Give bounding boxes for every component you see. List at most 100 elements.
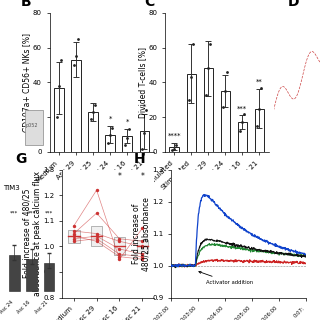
Bar [88, 112, 98, 152]
Point [140, 239, 145, 244]
Point [187, 97, 192, 102]
Text: ***: *** [237, 105, 247, 111]
Point [54, 115, 60, 120]
Bar [170, 147, 179, 152]
Point [242, 111, 247, 116]
Text: Asc 16: Asc 16 [17, 300, 32, 315]
Bar [140, 131, 149, 152]
Text: p052: p052 [26, 123, 38, 128]
Point [94, 188, 99, 193]
Point [117, 246, 122, 252]
Point [94, 234, 99, 239]
Point [206, 66, 211, 71]
Point [240, 120, 245, 125]
Point [71, 234, 76, 239]
Bar [54, 88, 64, 152]
Text: C: C [144, 0, 154, 9]
Point [71, 231, 76, 236]
Text: TIM3: TIM3 [3, 185, 20, 191]
Point [124, 136, 130, 141]
Point [92, 102, 98, 108]
Point [191, 42, 196, 47]
Bar [71, 60, 81, 152]
Text: ****: **** [167, 133, 181, 139]
Point [71, 236, 76, 241]
Text: Asc 21: Asc 21 [34, 300, 49, 315]
Bar [204, 68, 213, 152]
Point [71, 223, 76, 228]
Text: **: ** [256, 79, 263, 85]
Bar [105, 135, 115, 152]
Point [91, 109, 96, 115]
Point [140, 252, 145, 257]
Y-axis label: Fold increase of
480/25 absorbance: Fold increase of 480/25 absorbance [132, 197, 151, 270]
Bar [25, 110, 43, 145]
Point [221, 104, 226, 109]
Text: Asc 24: Asc 24 [0, 300, 14, 315]
Point [76, 36, 81, 42]
Y-axis label: CD107a+ CD56+ NKs [%]: CD107a+ CD56+ NKs [%] [23, 33, 32, 132]
Y-axis label: Fold increase of 480/25
absorbance at peak calcium flux: Fold increase of 480/25 absorbance at pe… [23, 171, 42, 296]
Y-axis label: Divided T-cells [%]: Divided T-cells [%] [138, 47, 147, 118]
Point [189, 75, 194, 80]
Point [110, 125, 115, 130]
Point [142, 130, 147, 135]
Bar [114, 237, 125, 255]
Point [127, 127, 132, 132]
Text: B: B [20, 0, 31, 9]
Bar [255, 108, 264, 152]
Point [208, 42, 213, 47]
Text: *: * [108, 116, 112, 122]
Point [94, 211, 99, 216]
Point [140, 254, 145, 259]
Bar [137, 240, 148, 253]
Point [117, 239, 122, 244]
Point [59, 57, 64, 62]
Point [255, 123, 260, 128]
Point [94, 239, 99, 244]
Text: *: * [142, 104, 146, 109]
Point [174, 142, 179, 148]
Point [257, 106, 262, 111]
Point [117, 252, 122, 257]
Point [238, 129, 243, 134]
Text: G: G [15, 152, 26, 166]
Point [140, 226, 145, 231]
Text: H: H [133, 152, 145, 166]
Point [71, 228, 76, 234]
Text: *: * [140, 172, 144, 181]
Bar [238, 123, 247, 152]
Point [170, 148, 175, 153]
Point [172, 146, 177, 151]
Point [123, 142, 128, 148]
Point [94, 236, 99, 241]
Point [71, 239, 76, 244]
Text: ***: *** [10, 211, 19, 215]
Point [144, 108, 149, 113]
Point [117, 236, 122, 241]
Point [117, 257, 122, 262]
Bar [68, 230, 79, 243]
Bar [220, 91, 230, 152]
Text: *: * [117, 172, 121, 181]
Point [88, 116, 93, 122]
Text: ***: *** [28, 211, 36, 215]
Text: D: D [288, 0, 299, 9]
Bar [187, 74, 196, 152]
Point [223, 89, 228, 94]
Point [259, 85, 264, 90]
Text: ***: *** [45, 211, 53, 215]
Point [106, 141, 111, 146]
Bar [123, 136, 132, 152]
Bar [91, 226, 102, 246]
Point [56, 83, 61, 88]
Text: Activator addition: Activator addition [199, 271, 253, 285]
Text: *: * [125, 119, 129, 125]
Point [94, 231, 99, 236]
Point [117, 254, 122, 259]
Point [140, 146, 145, 151]
Point [225, 69, 230, 75]
Point [71, 62, 76, 68]
Point [74, 54, 79, 59]
Point [108, 132, 113, 137]
